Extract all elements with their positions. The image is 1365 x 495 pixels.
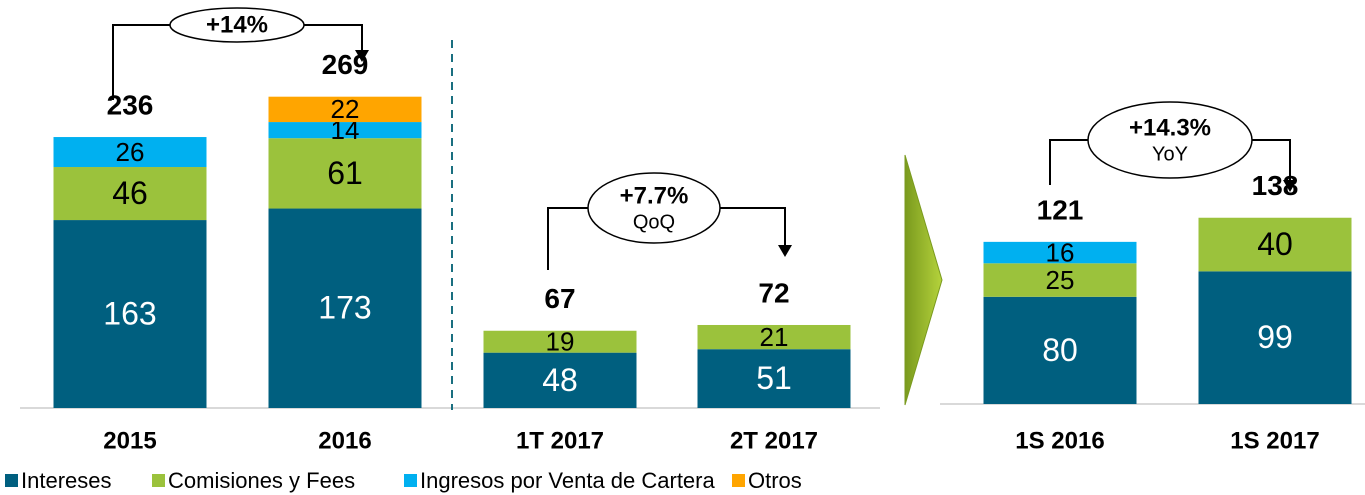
bar-segment: [983, 241, 1137, 264]
arrowhead: [778, 245, 792, 257]
bar-segment: [697, 349, 851, 408]
arrowhead: [355, 50, 369, 62]
legend-swatch: [732, 474, 745, 487]
bar-segment: [697, 324, 851, 350]
value-label: 19: [546, 327, 575, 357]
x-tick-label: 1S 2017: [1230, 427, 1319, 454]
total-label: 121: [1037, 194, 1084, 225]
value-label: 163: [103, 295, 156, 331]
x-tick-label: 1S 2016: [1015, 427, 1104, 454]
arrowhead: [1283, 180, 1297, 192]
x-tick-label: 2016: [318, 427, 371, 454]
bar-segment: [983, 263, 1137, 297]
bracket: [112, 24, 363, 100]
value-label: 26: [116, 137, 145, 167]
value-label: 25: [1046, 265, 1075, 295]
bar-segment: [483, 352, 637, 408]
legend-swatch: [5, 474, 18, 487]
annotation: +14%: [206, 11, 268, 38]
annotation-sub: QoQ: [633, 211, 675, 233]
legend-swatch: [404, 474, 417, 487]
total-label: 72: [758, 277, 789, 308]
chevron: [904, 154, 943, 406]
legend-label: Otros: [748, 468, 802, 493]
annotation: +7.7%: [620, 182, 689, 209]
legend-label: Ingresos por Venta de Cartera: [420, 468, 715, 493]
bar-segment: [53, 220, 207, 408]
bar-segment: [268, 208, 422, 408]
x-tick-label: 2015: [103, 427, 156, 454]
total-label: 236: [107, 89, 154, 120]
legend-swatch: [152, 474, 165, 487]
x-tick-label: 1T 2017: [516, 427, 604, 454]
value-label: 99: [1257, 319, 1293, 355]
bracket: [1049, 139, 1291, 185]
legend-label: Intereses: [21, 468, 112, 493]
x-tick-label: 2T 2017: [730, 427, 818, 454]
bar-segment: [268, 122, 422, 139]
bar-segment: [483, 330, 637, 353]
annotation: +14.3%: [1129, 114, 1211, 141]
bracket: [547, 207, 786, 270]
value-label: 40: [1257, 226, 1293, 262]
value-label: 48: [542, 362, 578, 398]
bar-segment: [53, 167, 207, 221]
value-label: 21: [760, 322, 789, 352]
total-label: 67: [544, 283, 575, 314]
bar-segment: [1198, 217, 1352, 272]
callout: [587, 172, 721, 244]
legend-label: Comisiones y Fees: [168, 468, 355, 493]
callout: [169, 7, 305, 43]
bar-segment: [53, 137, 207, 168]
bar-segment: [983, 296, 1137, 404]
bar-segment: [1198, 271, 1352, 404]
value-label: 51: [756, 360, 792, 396]
bar-segment: [268, 96, 422, 123]
annotation-sub: YoY: [1152, 143, 1188, 165]
value-label: 173: [318, 290, 371, 326]
value-label: 16: [1046, 237, 1075, 267]
bar-segment: [268, 138, 422, 209]
value-label: 61: [327, 155, 363, 191]
value-label: 22: [331, 94, 360, 124]
value-label: 46: [112, 175, 148, 211]
callout: [1087, 101, 1253, 179]
value-label: 80: [1042, 332, 1078, 368]
